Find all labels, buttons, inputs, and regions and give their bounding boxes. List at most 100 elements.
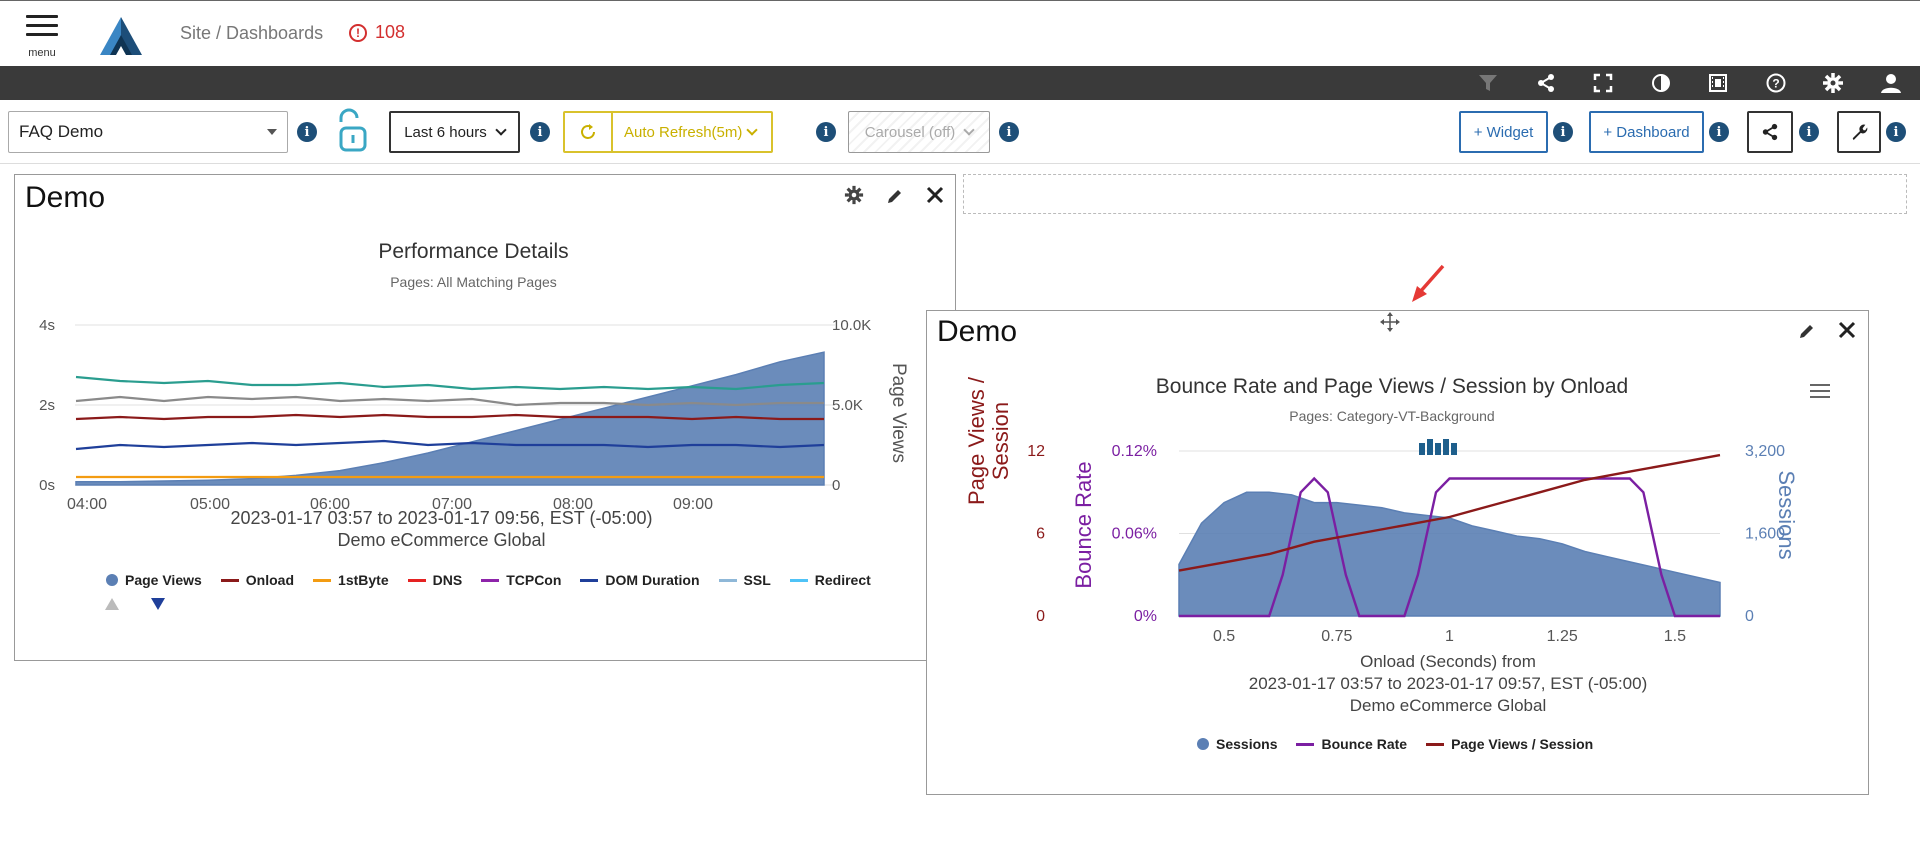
alert-circle-icon: ! [349,23,367,42]
info-icon[interactable]: i [1553,122,1573,142]
user-icon[interactable] [1879,71,1903,95]
pencil-icon[interactable] [1796,320,1818,342]
alert-indicator[interactable]: ! 108 [349,22,405,43]
info-icon[interactable]: i [999,122,1019,142]
share-dashboard-button[interactable] [1747,111,1793,153]
gear-icon[interactable] [1821,71,1845,95]
svg-text:?: ? [1772,77,1779,91]
chevron-down-icon [746,124,759,136]
x-tick-label: 04:00 [67,496,107,513]
x-tick-label: 0.75 [1321,628,1352,645]
breadcrumb[interactable]: Site / Dashboards [180,23,324,43]
y-tick-label-pageviews: 6 [1036,526,1045,543]
add-dashboard-button[interactable]: + Dashboard [1589,111,1704,153]
move-handle-icon[interactable] [1379,311,1401,333]
legend-page-up-icon[interactable] [105,597,119,615]
performance-chart: 0s 0 2s 5.0K 4s 10.0K 04:00 05:00 06:00 07:00 08:0… [39,317,909,513]
drop-placeholder [963,174,1907,214]
close-icon[interactable] [1836,319,1858,341]
share-icon [1762,123,1778,141]
data-bar-icon [1451,443,1457,455]
widget-performance-details: Demo Performance Details Pages: All Matc… [14,174,956,661]
legend-item[interactable]: Bounce Rate [1296,736,1407,752]
y-tick-label-sessions: 1,600 [1745,526,1785,543]
film-icon[interactable] [1706,71,1730,95]
time-range-select[interactable]: Last 6 hours [389,111,520,153]
contrast-icon[interactable] [1649,71,1673,95]
info-icon[interactable]: i [1886,122,1906,142]
add-widget-button[interactable]: + Widget [1459,111,1548,153]
legend-item[interactable]: Page Views [106,572,202,588]
bounce-chart: 0 0% 0 6 0.06% 1,600 12 0.12% 3,200 0.5 0.75 1 1.25 1… [1027,439,1785,645]
refresh-icon[interactable] [565,113,613,151]
x-tick-label: 1 [1445,628,1454,645]
time-range-value: Last 6 hours [404,123,487,141]
pencil-icon[interactable] [884,185,906,207]
info-icon[interactable]: i [297,122,317,142]
carousel-value: Carousel (off) [864,123,956,141]
series-line [75,413,824,421]
share-icon[interactable] [1534,71,1558,95]
filter-icon[interactable] [1476,71,1500,95]
series-line-bounce [1179,476,1720,618]
series-line [75,395,824,407]
legend-item[interactable]: SSL [718,572,771,588]
info-icon[interactable]: i [1709,122,1729,142]
y-tick-label: 4s [39,317,55,334]
wrench-button[interactable] [1837,111,1881,153]
legend-item[interactable]: Onload [220,572,294,588]
x-tick-label: 1.5 [1664,628,1686,645]
series-line [75,439,825,451]
info-icon[interactable]: i [530,122,550,142]
dashboard-select-value: FAQ Demo [19,122,104,141]
data-bar-icon [1435,443,1441,455]
data-bar-icon [1427,439,1433,455]
legend-item[interactable]: 1stByte [313,572,389,588]
widget-bounce-rate: Demo Bounce Rate and Page Views / Sessio… [926,310,1869,795]
carousel-select[interactable]: Carousel (off) [848,111,990,153]
chart-menu-icon[interactable] [1807,380,1833,402]
chart-title: Performance Details [378,240,569,263]
pointer-arrow-icon [1408,262,1448,311]
wrench-icon [1852,124,1868,141]
info-icon[interactable]: i [816,122,836,142]
dashboard-select[interactable]: FAQ Demo [8,111,288,153]
close-icon[interactable] [924,184,946,206]
menu-label: menu [28,47,56,59]
legend-page-down-icon[interactable] [151,597,165,615]
y-tick-label: 0s [39,477,55,494]
legend-item[interactable]: DNS [407,572,462,588]
y-tick-label-pageviews: 0 [1036,608,1045,625]
x-tick-label: 1.25 [1547,628,1578,645]
legend-item[interactable]: TCPCon [481,572,561,588]
logo[interactable] [98,15,144,62]
fullscreen-icon[interactable] [1591,71,1615,95]
y-tick-label-bounce: 0.12% [1112,443,1157,460]
help-icon[interactable]: ? [1764,71,1788,95]
legend-item[interactable]: DOM Duration [580,572,700,588]
y-tick-label-pageviews: 12 [1027,443,1045,460]
series-area-sessions [1178,491,1721,617]
legend-item[interactable]: Redirect [789,572,871,588]
auto-refresh-button[interactable]: Auto Refresh(5m) [563,111,773,153]
chart-subtitle: Pages: Category-VT-Background [1289,408,1495,424]
series-area [75,351,825,486]
chart-title: Bounce Rate and Page Views / Session by … [1155,375,1629,398]
legend-item[interactable]: Sessions [1197,736,1277,752]
chevron-down-icon [495,124,507,136]
chart-subtitle: Pages: All Matching Pages [390,274,557,290]
chart-legend: Page Views Onload 1stByte DNS TCPCon DOM… [106,572,890,588]
data-bar-icon [1419,443,1425,455]
x-axis-label-line2: 2023-01-17 03:57 to 2023-01-17 09:57, ES… [1248,674,1648,693]
y-right-tick-label: 5.0K [832,397,863,414]
menu-icon[interactable] [26,15,58,42]
unlock-icon[interactable] [336,108,368,159]
legend-item[interactable]: Page Views / Session [1426,736,1593,752]
y-tick-label-bounce: 0.06% [1112,526,1157,543]
x-tick-label: 0.5 [1213,628,1235,645]
y-tick-label-sessions: 3,200 [1745,443,1785,460]
info-icon[interactable]: i [1799,122,1819,142]
y-tick-label-sessions: 0 [1745,608,1754,625]
gear-icon[interactable] [843,184,865,206]
x-axis-label-line1: Onload (Seconds) from [1360,652,1536,671]
